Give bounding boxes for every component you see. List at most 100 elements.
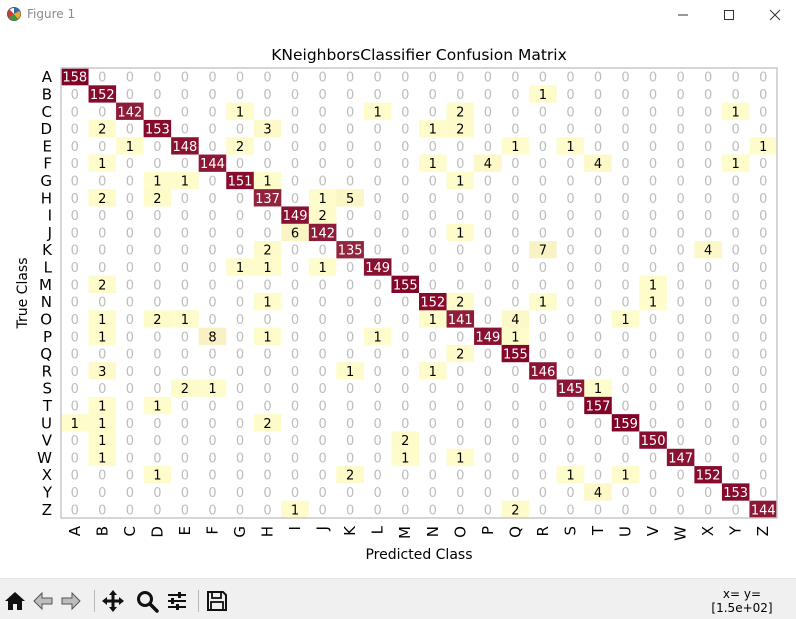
- matrix-cell: [584, 171, 613, 190]
- cell-value-label: 0: [318, 278, 326, 293]
- matrix-cell: [639, 327, 668, 346]
- pan-button[interactable]: [100, 588, 126, 614]
- cell-value-label: 0: [126, 244, 134, 259]
- cell-value-label: 0: [126, 400, 134, 415]
- cell-value-label: 0: [318, 105, 326, 120]
- cell-value-label: 0: [236, 503, 244, 518]
- matrix-cell: [363, 483, 392, 502]
- zoom-button[interactable]: [134, 588, 160, 614]
- matrix-cell: [556, 206, 585, 225]
- matrix-cell: [61, 189, 90, 207]
- cell-value-label: 0: [759, 175, 767, 190]
- cell-value-label: 0: [181, 330, 189, 345]
- matrix-cell: [226, 293, 255, 311]
- save-button[interactable]: [204, 588, 230, 614]
- cell-value-label: 0: [318, 365, 326, 380]
- cell-value-label: 0: [126, 157, 134, 172]
- matrix-cell: [336, 293, 365, 311]
- matrix-cell: [749, 275, 778, 294]
- matrix-cell: [556, 414, 585, 432]
- cell-value-label: 0: [208, 469, 216, 484]
- cell-value-label: 0: [704, 382, 712, 397]
- cell-value-label: 0: [346, 88, 354, 103]
- matrix-cell: [694, 85, 723, 104]
- matrix-cell: [391, 344, 420, 363]
- cell-value-label: 0: [181, 278, 189, 293]
- matrix-cell: [749, 137, 778, 156]
- home-button[interactable]: [2, 588, 28, 614]
- matrix-cell: [721, 448, 750, 467]
- maximize-button[interactable]: [706, 0, 752, 30]
- figure-canvas[interactable]: KNeighborsClassifier Confusion Matrix 15…: [0, 30, 796, 578]
- matrix-cell: [363, 293, 392, 311]
- back-icon: [33, 591, 53, 611]
- cell-value-label: 0: [594, 88, 602, 103]
- matrix-cell: [171, 327, 200, 346]
- cell-value-label: 0: [429, 140, 437, 155]
- cell-value-label: 0: [621, 123, 629, 138]
- cell-value-label: 0: [401, 244, 409, 259]
- cell-value-label: 1: [236, 105, 244, 120]
- matrix-cell: [88, 102, 117, 121]
- matrix-cell: [639, 310, 668, 329]
- y-tick-label: P: [43, 328, 52, 346]
- cell-value-label: 0: [649, 365, 657, 380]
- cell-value-label: 0: [153, 503, 161, 518]
- matrix-cell: [253, 396, 282, 415]
- cell-value-label: 0: [649, 313, 657, 328]
- matrix-cell: [171, 293, 200, 311]
- matrix-cell: [694, 275, 723, 294]
- forward-button[interactable]: [58, 588, 84, 614]
- cell-value-label: 0: [71, 209, 79, 224]
- matrix-cell: [88, 344, 117, 363]
- cell-value-label: 0: [374, 175, 382, 190]
- cell-value-label: 1: [429, 365, 437, 380]
- matrix-cell: [584, 344, 613, 363]
- matrix-cell: [308, 293, 337, 311]
- cell-value-label: 0: [621, 88, 629, 103]
- cell-value-label: 0: [429, 503, 437, 518]
- matrix-cell: [336, 310, 365, 329]
- minimize-button[interactable]: [660, 0, 706, 30]
- matrix-cell: [198, 448, 227, 467]
- matrix-cell: [474, 241, 503, 259]
- cell-value-label: 0: [676, 330, 684, 345]
- cell-value-label: 0: [263, 278, 271, 293]
- matrix-cell: [419, 293, 448, 311]
- cell-value-label: 0: [346, 382, 354, 397]
- cell-value-label: 2: [346, 469, 354, 484]
- configure-subplots-button[interactable]: [164, 588, 190, 614]
- matrix-cell: [501, 102, 530, 121]
- cell-value-label: 0: [704, 71, 712, 86]
- matrix-cell: [639, 85, 668, 104]
- matrix-cell: [336, 414, 365, 432]
- matrix-cell: [474, 396, 503, 415]
- matrix-cell: [419, 431, 448, 450]
- matrix-cell: [529, 379, 558, 398]
- matrix-cell: [308, 189, 337, 207]
- cell-value-label: 0: [566, 296, 574, 311]
- cell-value-label: 0: [566, 192, 574, 207]
- matrix-cell: [611, 119, 640, 138]
- matrix-cell: [253, 275, 282, 294]
- matrix-cell: [501, 293, 530, 311]
- matrix-cell: [198, 344, 227, 363]
- close-button[interactable]: [752, 0, 796, 30]
- cell-value-label: 0: [126, 226, 134, 241]
- matrix-cell: [666, 500, 695, 519]
- cell-value-label: 0: [429, 175, 437, 190]
- back-button[interactable]: [30, 588, 56, 614]
- matrix-cell: [419, 483, 448, 502]
- matrix-cell: [143, 241, 172, 259]
- matrix-cell: [88, 414, 117, 432]
- cell-value-label: 0: [98, 296, 106, 311]
- cell-value-label: 0: [594, 451, 602, 466]
- cell-value-label: 4: [511, 313, 519, 328]
- cell-value-label: 0: [208, 278, 216, 293]
- matrix-cell: [666, 344, 695, 363]
- matrix-cell: [474, 189, 503, 207]
- cell-value-label: 0: [153, 434, 161, 449]
- cell-value-label: 0: [511, 88, 519, 103]
- cell-value-label: 0: [676, 261, 684, 276]
